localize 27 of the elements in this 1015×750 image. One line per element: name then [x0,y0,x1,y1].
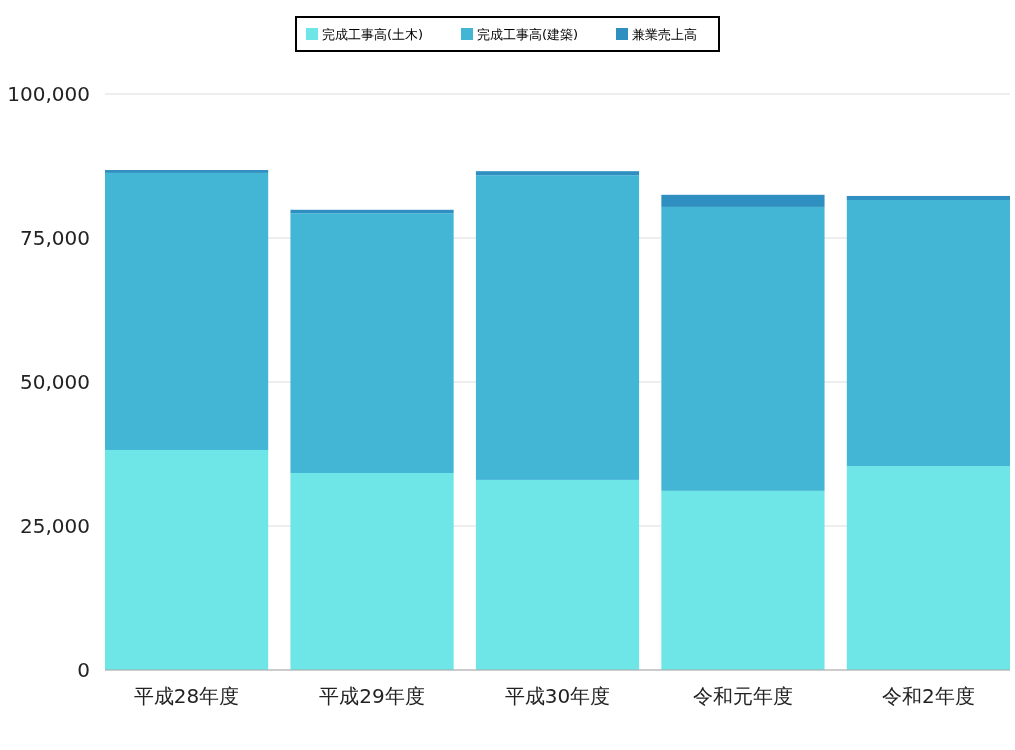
bar [661,194,825,207]
bar [105,172,269,450]
y-tick-label: 75,000 [20,226,90,250]
y-tick-label: 100,000 [7,82,90,106]
bar [846,199,1010,467]
bar [475,175,640,480]
bar [290,473,454,670]
y-tick-label: 0 [77,658,90,682]
legend-label: 兼業売上高 [632,26,697,42]
bar [661,490,825,670]
bar [475,171,640,176]
bar [846,195,1010,200]
x-tick-label: 令和元年度 [692,684,793,708]
legend-label: 完成工事高(建築) [477,26,579,42]
x-tick-label: 平成30年度 [504,684,611,708]
x-tick-label: 平成29年度 [319,684,425,708]
bar [105,170,269,173]
bar [475,479,640,670]
x-tick-label: 平成28年度 [133,684,240,708]
bar [661,206,825,491]
y-tick-label: 50,000 [20,370,90,394]
bar [290,213,454,474]
x-tick-label: 令和2年度 [882,684,975,708]
bar [846,466,1010,670]
y-tick-label: 25,000 [20,514,90,538]
bar [105,449,269,670]
legend-label: 完成工事高(土木) [322,26,424,42]
